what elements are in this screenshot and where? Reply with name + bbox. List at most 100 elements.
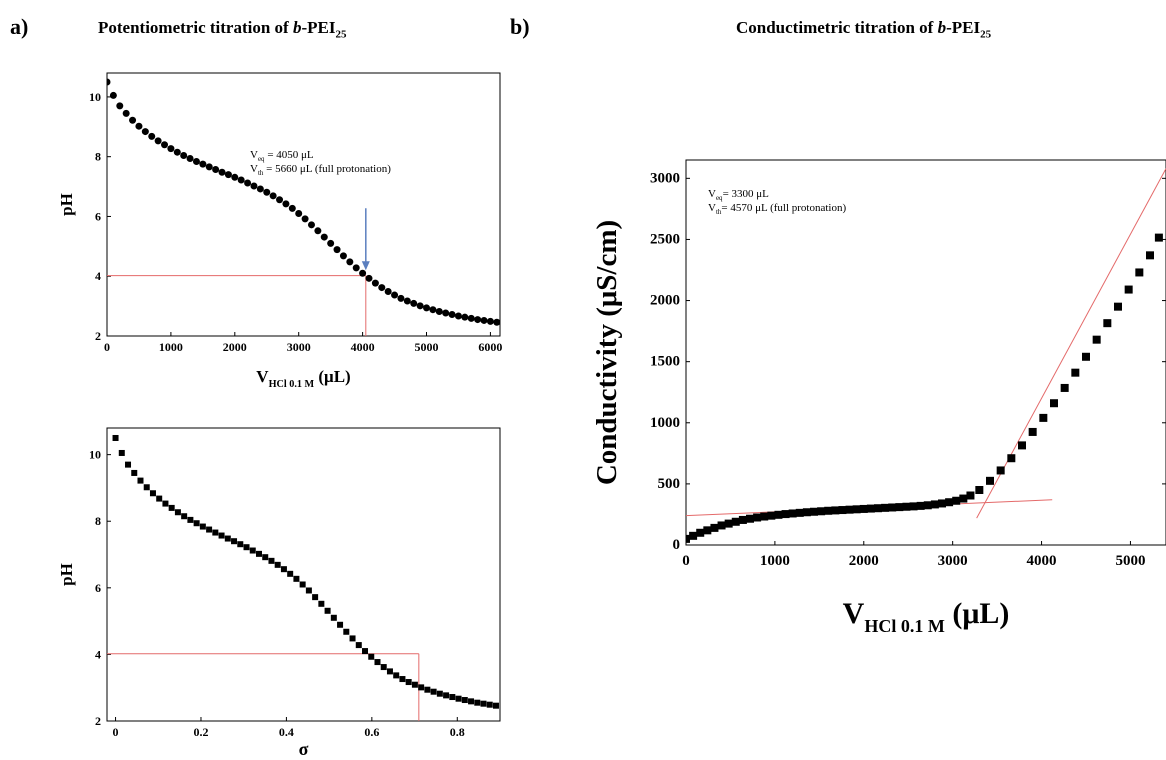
- data-point: [810, 507, 818, 516]
- data-point: [212, 166, 220, 174]
- data-point: [330, 614, 337, 621]
- data-point: [193, 520, 200, 527]
- data-point: [280, 566, 287, 573]
- data-point: [753, 513, 762, 522]
- x-tick-label: 0: [104, 340, 110, 354]
- data-point: [1071, 368, 1080, 377]
- data-point: [492, 702, 499, 709]
- y-tick-label: 2000: [650, 293, 680, 309]
- panel-a-label: a): [10, 14, 29, 39]
- data-point: [371, 279, 379, 287]
- data-point: [454, 312, 462, 320]
- annotation-text: = 4570 μL (full protonation): [721, 202, 846, 214]
- panel-a-title-main: Potentiometric titration of: [98, 18, 293, 37]
- data-point: [333, 246, 341, 254]
- data-point: [874, 504, 882, 513]
- panel-a-title-sub: 25: [335, 28, 347, 41]
- x-axis-label-main: σ: [299, 739, 309, 759]
- data-point: [909, 502, 918, 511]
- data-point: [838, 506, 847, 515]
- data-point: [154, 137, 162, 145]
- annotation-main: V: [250, 163, 258, 175]
- data-point: [760, 512, 769, 521]
- y-tick-label: 4: [95, 269, 101, 283]
- annotation-line-2: Vth= 4570 μL (full protonation): [708, 202, 846, 216]
- data-point: [410, 299, 418, 307]
- data-point: [288, 204, 296, 212]
- data-point: [1018, 441, 1026, 450]
- data-point: [1135, 268, 1144, 277]
- data-point: [461, 313, 469, 321]
- data-point: [731, 517, 740, 526]
- data-point: [352, 264, 360, 272]
- arrow-head: [361, 261, 370, 271]
- annotation-sub: th: [716, 208, 722, 216]
- data-point: [249, 547, 256, 554]
- data-point: [845, 505, 854, 514]
- data-point: [181, 513, 188, 520]
- data-point: [795, 508, 804, 517]
- data-point: [250, 182, 258, 190]
- data-point: [355, 642, 362, 649]
- data-point: [263, 188, 271, 196]
- data-point: [365, 274, 373, 282]
- data-point: [443, 692, 450, 699]
- panel-b-title: Conductimetric titration of b-PEI25: [736, 18, 991, 40]
- chart-b: 0 1000 2000 3000 4000 5000 0 500 1000 1500 2000 250…: [591, 159, 1166, 636]
- data-point: [174, 509, 181, 516]
- data-point: [378, 284, 386, 292]
- data-point: [1028, 427, 1037, 436]
- data-point: [493, 318, 500, 326]
- data-point: [129, 116, 137, 124]
- data-point: [881, 503, 890, 512]
- data-point: [859, 504, 868, 513]
- annotation-main: V: [250, 149, 258, 161]
- data-point: [831, 506, 840, 515]
- data-point: [436, 690, 443, 697]
- chart-a-bottom-guides: [107, 653, 420, 721]
- data-point: [1039, 413, 1048, 422]
- data-point: [305, 587, 312, 594]
- data-point: [295, 209, 303, 217]
- data-point: [131, 469, 138, 476]
- data-point: [703, 526, 712, 535]
- data-point: [938, 499, 946, 508]
- annotation-sub: th: [258, 169, 264, 177]
- chart-a-bottom: 0 0.2 0.4 0.6 0.8 2 4 6 8 10 pH σ: [57, 427, 501, 759]
- data-point: [337, 621, 344, 628]
- x-tick-label: 0.8: [450, 725, 465, 739]
- data-point: [149, 490, 156, 497]
- data-point: [824, 506, 833, 515]
- data-point: [237, 541, 244, 548]
- data-point: [405, 679, 412, 686]
- data-point: [231, 538, 238, 545]
- data-point: [480, 316, 488, 324]
- data-point: [362, 648, 369, 655]
- data-point: [902, 502, 911, 511]
- data-point: [318, 600, 325, 607]
- chart-b-axes: 0 1000 2000 3000 4000 5000 0 500 1000 1500 2000 250…: [591, 159, 1166, 636]
- data-point: [143, 484, 150, 491]
- data-point: [359, 269, 367, 277]
- data-point: [480, 700, 487, 707]
- data-point: [399, 676, 406, 683]
- annotation-text: = 4050 μL: [265, 149, 314, 161]
- data-point: [268, 557, 275, 564]
- data-point: [696, 528, 705, 537]
- data-point: [374, 659, 381, 666]
- data-point: [256, 185, 264, 193]
- data-point: [274, 561, 281, 568]
- data-point: [1146, 251, 1154, 260]
- data-point: [125, 461, 132, 468]
- data-point: [199, 160, 207, 168]
- data-point: [262, 554, 269, 561]
- data-point: [866, 504, 875, 513]
- data-point: [224, 535, 231, 542]
- data-point: [312, 594, 319, 601]
- data-point: [468, 698, 475, 705]
- y-tick-label: 6: [95, 581, 101, 595]
- data-point: [218, 532, 225, 539]
- data-point: [109, 91, 117, 99]
